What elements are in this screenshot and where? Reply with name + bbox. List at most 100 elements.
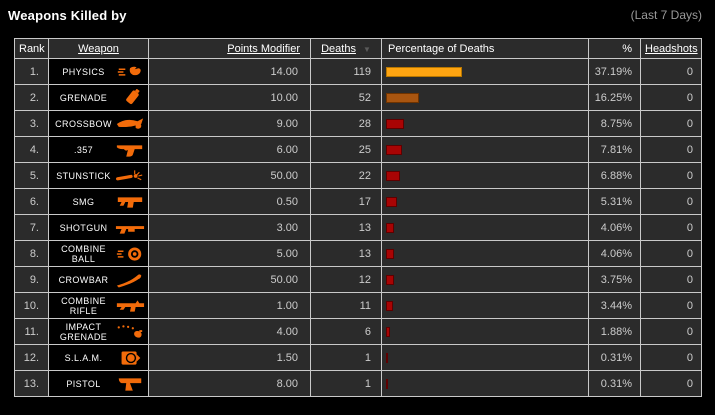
revolver-icon	[115, 141, 145, 159]
table-row: 7. SHOTGUN 3.00 13 4.06% 0	[14, 214, 702, 241]
percent-cell: 4.06%	[588, 240, 641, 267]
col-header-weapon[interactable]: Weapon	[48, 38, 149, 59]
table-row: 6. SMG 0.50 17 5.31% 0	[14, 188, 702, 215]
pct-bar	[386, 222, 395, 233]
rank-cell: 3.	[14, 110, 49, 137]
combine-ball-icon	[115, 245, 145, 263]
pct-bar	[386, 378, 388, 389]
rank-cell: 10.	[14, 292, 49, 319]
headshots-cell: 0	[640, 188, 702, 215]
table-row: 5. STUNSTICK 50.00 22 6.88% 0	[14, 162, 702, 189]
pct-bar	[386, 352, 388, 363]
col-header-percentage-of-deaths: Percentage of Deaths	[381, 38, 589, 59]
weapon-cell: CROWBAR	[48, 266, 149, 293]
pct-bar	[386, 326, 390, 337]
weapon-cell: .357	[48, 136, 149, 163]
percentage-bar-cell	[381, 370, 589, 397]
physics-icon	[115, 63, 145, 81]
pct-bar	[386, 92, 420, 103]
sort-desc-icon[interactable]: ▼	[362, 44, 371, 54]
percent-cell: 16.25%	[588, 84, 641, 111]
weapons-table: Rank Weapon Points Modifier Deaths ▼ Perc…	[14, 38, 702, 397]
pct-bar	[386, 248, 395, 259]
headshots-cell: 0	[640, 370, 702, 397]
table-row: 3. CROSSBOW 9.00 28 8.75% 0	[14, 110, 702, 137]
col-header-headshots[interactable]: Headshots	[640, 38, 702, 59]
rank-cell: 13.	[14, 370, 49, 397]
crossbow-icon	[115, 115, 145, 133]
percentage-bar-cell	[381, 240, 589, 267]
percent-cell: 8.75%	[588, 110, 641, 137]
percentage-bar-cell	[381, 214, 589, 241]
percent-cell: 37.19%	[588, 58, 641, 85]
headshots-cell: 0	[640, 240, 702, 267]
weapon-cell: COMBINE BALL	[48, 240, 149, 267]
deaths-cell: 25	[310, 136, 382, 163]
deaths-cell: 52	[310, 84, 382, 111]
rank-cell: 2.	[14, 84, 49, 111]
percent-cell: 4.06%	[588, 214, 641, 241]
pct-bar	[386, 274, 394, 285]
percent-cell: 0.31%	[588, 370, 641, 397]
weapon-name: CROWBAR	[58, 274, 109, 285]
weapon-name: PISTOL	[66, 378, 101, 389]
table-row: 9. CROWBAR 50.00 12 3.75% 0	[14, 266, 702, 293]
period-label: (Last 7 Days)	[630, 8, 702, 22]
table-row: 10. COMBINE RIFLE 1.00 11 3.44% 0	[14, 292, 702, 319]
deaths-cell: 13	[310, 240, 382, 267]
table-row: 2. GRENADE 10.00 52 16.25% 0	[14, 84, 702, 111]
table-row: 8. COMBINE BALL 5.00 13 4.06% 0	[14, 240, 702, 267]
smg-icon	[115, 193, 145, 211]
percent-cell: 1.88%	[588, 318, 641, 345]
points-modifier-cell: 0.50	[148, 188, 311, 215]
headshots-cell: 0	[640, 58, 702, 85]
deaths-cell: 13	[310, 214, 382, 241]
percentage-bar-cell	[381, 136, 589, 163]
headshots-cell: 0	[640, 318, 702, 345]
headshots-cell: 0	[640, 84, 702, 111]
pct-bar	[386, 170, 401, 181]
points-modifier-cell: 14.00	[148, 58, 311, 85]
pct-bar	[386, 196, 397, 207]
page-title: Weapons Killed by	[8, 8, 127, 23]
headshots-cell: 0	[640, 292, 702, 319]
col-header-rank: Rank	[14, 38, 49, 59]
weapon-name: CROSSBOW	[55, 118, 112, 129]
titlebar: Weapons Killed by (Last 7 Days)	[0, 0, 715, 23]
percentage-bar-cell	[381, 84, 589, 111]
percent-cell: 6.88%	[588, 162, 641, 189]
percentage-bar-cell	[381, 292, 589, 319]
rank-cell: 12.	[14, 344, 49, 371]
headshots-cell: 0	[640, 266, 702, 293]
points-modifier-cell: 50.00	[148, 162, 311, 189]
weapon-cell: GRENADE	[48, 84, 149, 111]
weapon-name: IMPACT GRENADE	[59, 321, 108, 342]
pct-bar	[386, 144, 402, 155]
weapon-name: GRENADE	[59, 92, 108, 103]
rank-cell: 4.	[14, 136, 49, 163]
deaths-cell: 119	[310, 58, 382, 85]
weapon-cell: CROSSBOW	[48, 110, 149, 137]
percentage-bar-cell	[381, 266, 589, 293]
weapon-cell: PISTOL	[48, 370, 149, 397]
points-modifier-cell: 8.00	[148, 370, 311, 397]
percent-cell: 0.31%	[588, 344, 641, 371]
shotgun-icon	[115, 219, 145, 237]
weapon-name: PHYSICS	[62, 66, 105, 77]
table-row: 4. .357 6.00 25 7.81% 0	[14, 136, 702, 163]
rank-cell: 5.	[14, 162, 49, 189]
weapon-cell: PHYSICS	[48, 58, 149, 85]
table-row: 13. PISTOL 8.00 1 0.31% 0	[14, 370, 702, 397]
weapon-cell: SMG	[48, 188, 149, 215]
weapon-cell: IMPACT GRENADE	[48, 318, 149, 345]
headshots-cell: 0	[640, 110, 702, 137]
table-body: 1. PHYSICS 14.00 119 37.19% 0 2. GRENADE…	[14, 58, 702, 397]
col-header-deaths[interactable]: Deaths ▼	[310, 38, 382, 59]
col-header-points-modifier[interactable]: Points Modifier	[148, 38, 311, 59]
rank-cell: 8.	[14, 240, 49, 267]
table-row: 11. IMPACT GRENADE 4.00 6 1.88% 0	[14, 318, 702, 345]
crowbar-icon	[115, 271, 145, 289]
points-modifier-cell: 1.00	[148, 292, 311, 319]
weapon-cell: COMBINE RIFLE	[48, 292, 149, 319]
weapon-name: COMBINE RIFLE	[61, 295, 106, 316]
